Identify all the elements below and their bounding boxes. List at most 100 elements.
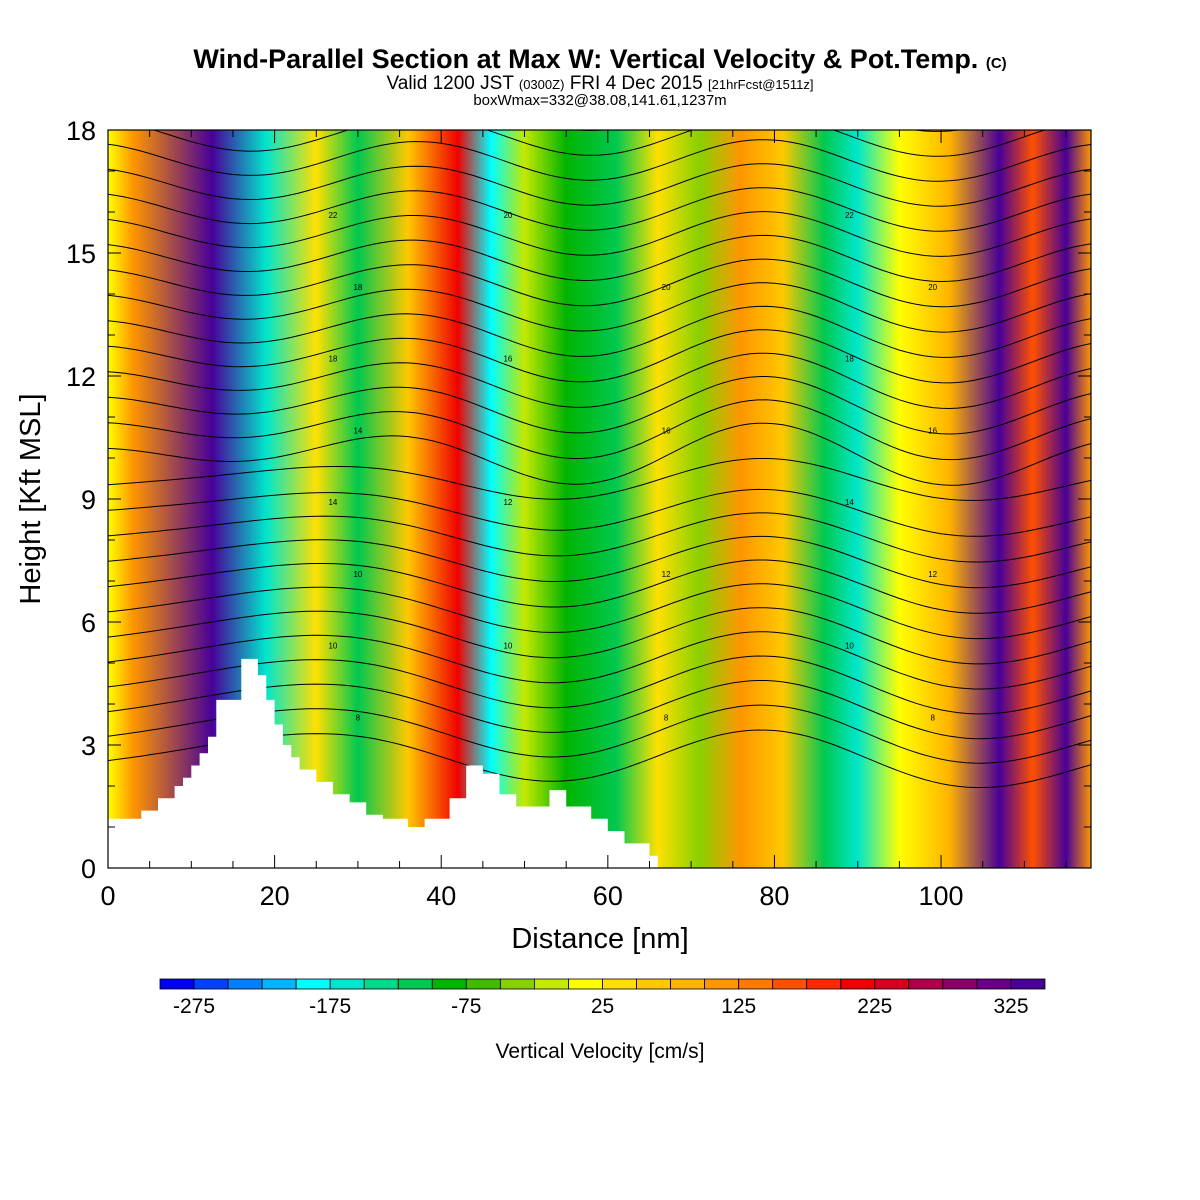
theta-contour <box>152 130 1047 157</box>
colorbar-swatch <box>840 978 876 990</box>
chart-title: Wind-Parallel Section at Max W: Vertical… <box>193 44 1007 74</box>
theta-contour-label: 22 <box>328 211 337 220</box>
colorbar-swatch <box>295 978 331 990</box>
theta-contour <box>108 559 1091 614</box>
colorbar-swatch <box>534 978 569 990</box>
colorbar-swatch <box>261 978 297 990</box>
theta-contour-label: 12 <box>662 570 671 579</box>
colorbar-tick-label: -175 <box>309 995 351 1018</box>
theta-contour <box>108 631 1091 690</box>
x-tick-label: 60 <box>593 881 623 911</box>
colorbar-label: Vertical Velocity [cm/s] <box>496 1040 705 1063</box>
theta-contour <box>108 234 1091 283</box>
y-tick-label: 0 <box>81 854 96 884</box>
theta-contour-label: 16 <box>662 426 671 435</box>
theta-contour <box>108 458 1091 501</box>
y-axis-label: Height [Kft MSL] <box>15 393 47 604</box>
theta-contour <box>108 512 1091 563</box>
colorbar-swatch <box>1010 978 1046 990</box>
theta-contour-label: 22 <box>845 211 854 220</box>
theta-contour-label: 18 <box>845 355 854 364</box>
x-tick-label: 20 <box>260 881 290 911</box>
theta-contour <box>108 535 1091 589</box>
theta-contour-label: 12 <box>928 570 937 579</box>
theta-contour <box>108 329 1091 384</box>
colorbar-swatch <box>738 978 774 990</box>
theta-contour-label: 16 <box>503 355 512 364</box>
theta-contour-label: 10 <box>845 642 854 651</box>
x-tick-label: 40 <box>426 881 456 911</box>
y-tick-label: 6 <box>81 608 96 638</box>
colorbar-swatch <box>363 978 399 990</box>
theta-contour <box>108 187 1091 232</box>
theta-contour-label: 10 <box>503 642 512 651</box>
colorbar-swatch <box>499 978 535 990</box>
theta-contour-label: 14 <box>328 498 337 507</box>
y-tick-label: 3 <box>81 731 96 761</box>
colorbar-tick-label: 125 <box>721 995 756 1018</box>
colorbar-swatch <box>568 978 603 990</box>
colorbar: -275 -175 -75 25 125 225 325 <box>159 978 1046 1018</box>
colorbar-swatch <box>193 978 229 990</box>
colorbar-swatch <box>159 978 195 990</box>
y-tick-label: 15 <box>66 239 96 269</box>
potential-temperature-contours: 8 8 8 10 10 10 10 12 12 12 14 14 14 16 16 16 18 18 18 20 20 2… <box>108 130 1091 788</box>
theta-contour <box>108 163 1091 207</box>
theta-contour-label: 20 <box>503 211 512 220</box>
colorbar-swatch <box>874 978 910 990</box>
theta-contour <box>108 375 1091 435</box>
theta-contour-label: 10 <box>353 570 362 579</box>
colorbar-swatch <box>704 978 739 990</box>
colorbar-tick-label: 225 <box>857 995 892 1018</box>
theta-contour-label: 12 <box>503 498 512 507</box>
x-axis-label: Distance [nm] <box>511 923 688 955</box>
theta-contour <box>108 422 1091 486</box>
axes: 0 20 40 60 80 100 0 3 6 9 12 15 18 <box>66 116 1091 911</box>
chart-subtitle-2: boxWmax=332@38.08,141.61,1237m <box>473 92 727 109</box>
theta-contour-label: 8 <box>356 713 361 722</box>
theta-contour-label: 14 <box>353 426 362 435</box>
theta-contour <box>108 583 1091 640</box>
colorbar-swatch <box>806 978 842 990</box>
theta-contour-label: 16 <box>928 426 937 435</box>
theta-contour-label: 18 <box>353 283 362 292</box>
colorbar-swatch <box>908 978 944 990</box>
theta-contour-label: 10 <box>328 642 337 651</box>
theta-contour <box>108 211 1091 257</box>
colorbar-tick-label: 325 <box>993 995 1028 1018</box>
theta-contour <box>108 258 1091 308</box>
colorbar-tick-label: -75 <box>451 995 481 1018</box>
colorbar-swatch <box>397 978 433 990</box>
y-tick-label: 18 <box>66 116 96 146</box>
colorbar-swatch <box>602 978 637 990</box>
theta-contour <box>108 607 1091 665</box>
theta-contour <box>108 488 1091 537</box>
theta-contour-label: 8 <box>930 713 935 722</box>
theta-contour-label: 20 <box>662 283 671 292</box>
colorbar-swatch <box>670 978 705 990</box>
theta-contour <box>108 655 1091 715</box>
colorbar-swatch <box>227 978 263 990</box>
theta-contour <box>108 352 1091 410</box>
chart-subtitle: Valid 1200 JST (0300Z) FRI 4 Dec 2015 [2… <box>386 73 814 94</box>
theta-contour <box>108 680 1091 740</box>
x-tick-label: 0 <box>100 881 115 911</box>
colorbar-swatch <box>976 978 1012 990</box>
theta-contour-label: 14 <box>845 498 854 507</box>
colorbar-swatch <box>431 978 467 990</box>
theta-contour-label: 18 <box>328 355 337 364</box>
y-tick-label: 9 <box>81 485 96 515</box>
theta-contour <box>108 305 1091 358</box>
theta-contour-label: 20 <box>928 283 937 292</box>
colorbar-swatch <box>942 978 978 990</box>
x-tick-label: 80 <box>759 881 789 911</box>
colorbar-tick-label: -275 <box>173 995 215 1018</box>
theta-contour <box>108 139 1091 182</box>
colorbar-swatch <box>465 978 501 990</box>
colorbar-tick-label: 25 <box>591 995 614 1018</box>
theta-contour <box>573 130 962 132</box>
colorbar-swatch <box>772 978 808 990</box>
x-tick-label: 100 <box>919 881 964 911</box>
y-tick-label: 12 <box>66 362 96 392</box>
